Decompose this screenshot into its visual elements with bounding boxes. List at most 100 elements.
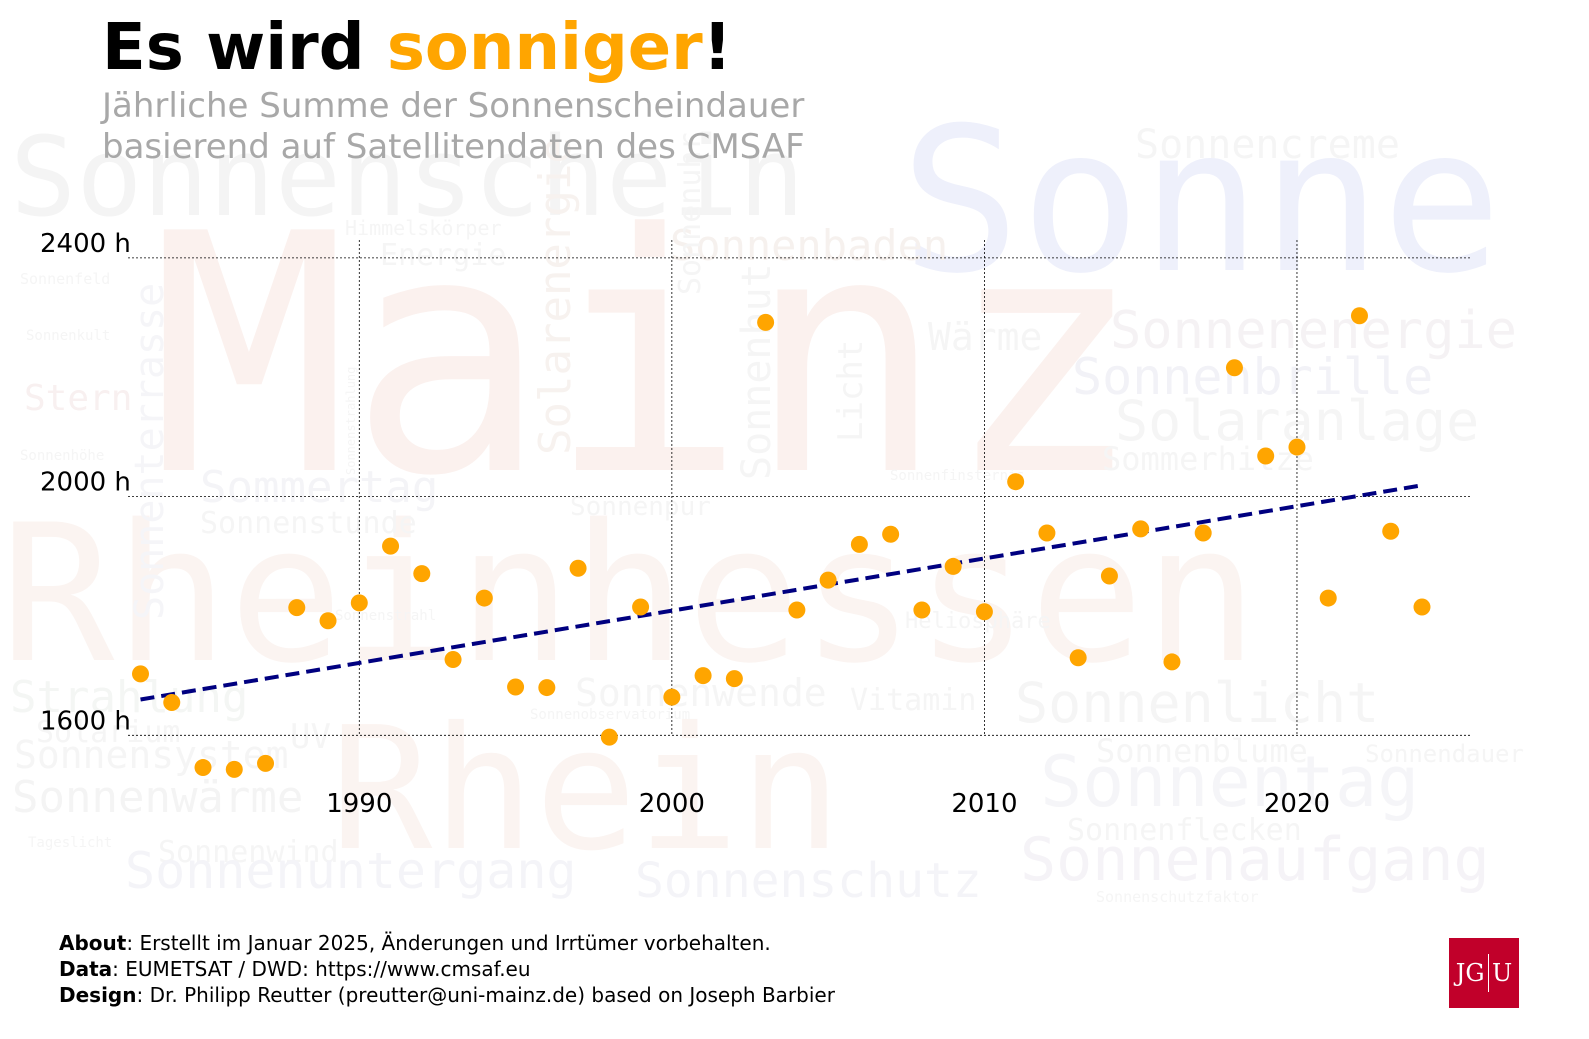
wordcloud-word: Wärme: [928, 315, 1042, 359]
x-tick-label: 2020: [1264, 789, 1330, 819]
footer-design-label: Design: [59, 983, 137, 1007]
data-point: [350, 594, 368, 612]
wordcloud-word: Sonnenobservatorium: [530, 707, 690, 723]
logo-text-left: JG: [1455, 959, 1485, 987]
wordcloud-word: Vitamin: [850, 683, 976, 718]
data-point: [225, 760, 243, 778]
y-tick-label: 2400 h: [40, 229, 131, 259]
data-point: [1350, 307, 1368, 325]
footer-about-label: About: [59, 931, 127, 955]
jgu-logo: JG U: [1449, 938, 1519, 1008]
footer-about-text: : Erstellt im Januar 2025, Änderungen un…: [126, 931, 771, 955]
wordcloud-word: Sonnenuntergang: [125, 842, 577, 900]
wordcloud-word: Sonnenhöhe: [20, 448, 104, 464]
wordcloud-word: Tageslicht: [28, 835, 112, 851]
data-point: [850, 535, 868, 553]
data-point: [663, 688, 681, 706]
data-point: [694, 667, 712, 685]
wordcloud-word: Sonnenstunde: [200, 506, 417, 541]
wordcloud-word: Himmelskörper: [345, 216, 502, 240]
grid: [128, 240, 1472, 736]
data-point: [1163, 653, 1181, 671]
footer-data: Data: EUMETSAT / DWD: https://www.cmsaf.…: [59, 956, 835, 982]
wordcloud-word: Sonnencreme: [1135, 122, 1400, 168]
wordcloud-word: Sonnenlicht: [1015, 671, 1379, 735]
wordcloud-word: Sonnenfeld: [20, 270, 110, 288]
wordcloud-word: Strahlung: [10, 672, 248, 723]
data-point: [1100, 567, 1118, 585]
wordcloud-word: Sonnenhut: [734, 263, 780, 480]
x-tick-label: 2000: [639, 789, 705, 819]
data-point: [444, 651, 462, 669]
x-tick-label: 2010: [951, 789, 1017, 819]
wordcloud-word: Rheinhessen: [0, 484, 1258, 705]
wordcloud-word: Mainz: [150, 164, 1143, 548]
wordcloud-word: Sonnenaufgang: [1020, 825, 1490, 895]
footer-data-label: Data: [59, 957, 113, 981]
data-point: [569, 559, 587, 577]
title-part-1: Es wird: [102, 11, 387, 85]
data-point: [882, 525, 900, 543]
data-point: [1413, 598, 1431, 616]
data-point: [132, 665, 150, 683]
data-point: [819, 571, 837, 589]
wordcloud-word: Sommerhitze: [1102, 440, 1314, 478]
data-point: [538, 679, 556, 697]
data-point: [632, 598, 650, 616]
data-point: [163, 694, 181, 711]
data-point: [507, 678, 525, 696]
logo-divider: [1487, 954, 1490, 992]
title-highlight: sonniger: [386, 11, 703, 85]
wordcloud-word: Solarium: [36, 715, 181, 750]
y-tick-label: 2000 h: [40, 468, 131, 498]
wordcloud-word: Solarenergie: [530, 137, 581, 455]
wordcloud-word: Sonnenwind: [158, 835, 339, 870]
wordcloud-word: Sonnenkult: [26, 328, 110, 344]
wordcloud-word: Sonnenbaden: [670, 221, 948, 270]
wordcloud-word: Sonnenstrahl: [335, 608, 436, 624]
wordcloud-word: Sonne: [900, 85, 1502, 318]
wordcloud-word: Sonnenschein: [10, 113, 805, 241]
data-point: [1257, 447, 1275, 465]
data-point: [1038, 524, 1056, 542]
data-point: [757, 313, 775, 331]
page-title: Es wird sonniger!: [102, 11, 732, 86]
logo-text-right: U: [1492, 959, 1513, 987]
data-point: [1382, 522, 1400, 540]
footer-design: Design: Dr. Philipp Reutter (preutter@un…: [59, 982, 835, 1008]
data-point: [1288, 438, 1306, 456]
wordcloud-word: Sonnenblume: [1096, 732, 1308, 770]
wordcloud-word: Sonnenflecken: [1067, 813, 1302, 848]
data-point: [1225, 359, 1243, 377]
x-tick-label: 1990: [326, 789, 392, 819]
wordcloud-word: Sonnenuhr: [673, 132, 708, 295]
wordcloud-word: Sonnenschutz: [635, 853, 982, 909]
wordcloud-word: Sonnenwärme: [12, 772, 303, 823]
trend-line-segment: [140, 483, 1423, 702]
wordcloud-word: Sonnenterrasse: [127, 283, 173, 620]
footer: About: Erstellt im Januar 2025, Änderung…: [59, 930, 835, 1008]
footer-design-text: : Dr. Philipp Reutter (preutter@uni-main…: [136, 983, 835, 1007]
footer-data-text: : EUMETSAT / DWD: https://www.cmsaf.eu: [112, 957, 531, 981]
data-point: [1069, 649, 1087, 667]
wordcloud-word: Sommertag: [200, 462, 438, 513]
data-point: [975, 603, 993, 621]
wordcloud-word: Sonnenstrahlung: [344, 367, 358, 475]
data-point: [913, 601, 931, 619]
wordcloud-word: UV: [290, 717, 331, 757]
data-points: [132, 307, 1431, 778]
data-point: [319, 612, 337, 630]
data-point: [288, 599, 306, 617]
wordcloud-word: Sonnentag: [1040, 741, 1419, 823]
wordcloud-word: Licht: [831, 340, 871, 442]
data-point: [475, 589, 493, 607]
data-point: [1194, 524, 1212, 542]
wordcloud-word: Sonnendauer: [1365, 740, 1524, 768]
data-point: [944, 557, 962, 575]
wordcloud-word: Sonnenfinsternis: [890, 468, 1025, 484]
wordcloud-word: Sonnenenergie: [1110, 301, 1517, 361]
trend-line: [140, 483, 1423, 702]
wordcloud-word: Stern: [24, 378, 132, 419]
data-point: [725, 670, 743, 688]
